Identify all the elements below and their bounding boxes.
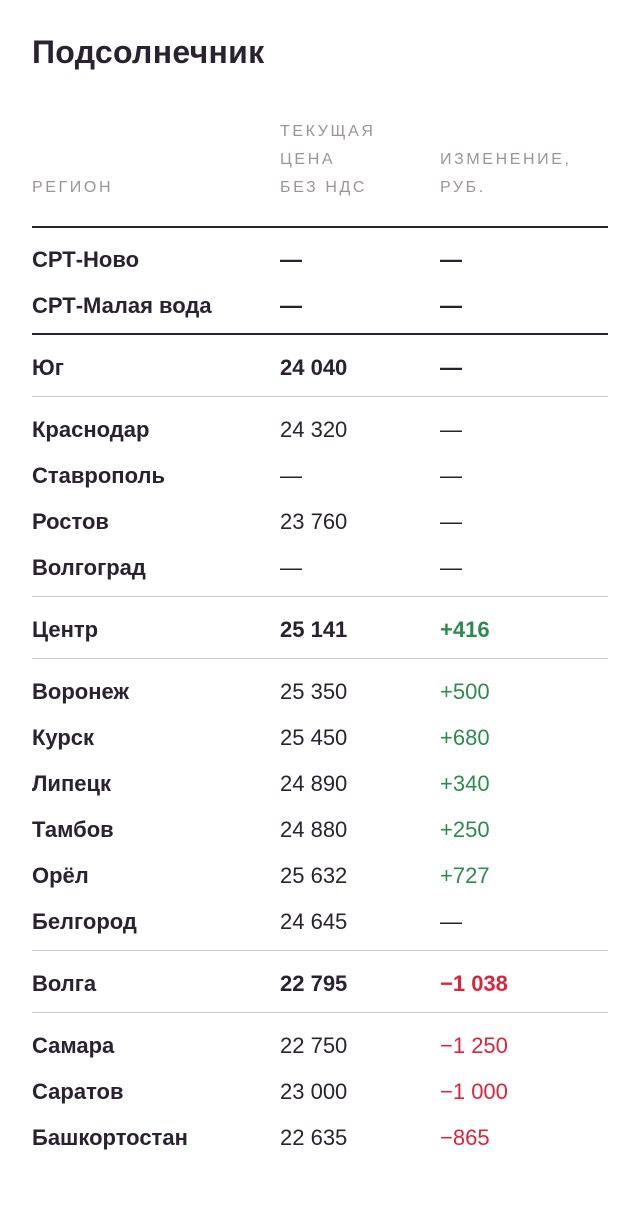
- price-cell: 24 320: [280, 417, 348, 442]
- change-cell: −865: [440, 1125, 490, 1150]
- change-cell: −1 038: [440, 971, 508, 996]
- table-row: Орёл 25 632 +727: [0, 853, 640, 899]
- table-row: Центр 25 141 +416: [0, 607, 640, 653]
- region-cell: Липецк: [32, 771, 112, 796]
- change-cell: −1 000: [440, 1079, 508, 1104]
- change-cell: +680: [440, 725, 490, 750]
- page-title: Подсолнечник: [32, 34, 265, 70]
- price-cell: 23 000: [280, 1079, 348, 1104]
- column-header-change: ИЗМЕНЕНИЕ, РУБ.: [440, 151, 572, 196]
- price-cell: 24 890: [280, 771, 348, 796]
- price-cell: 24 880: [280, 817, 348, 842]
- price-cell: 25 632: [280, 863, 348, 888]
- change-cell: +727: [440, 863, 490, 888]
- region-cell: Белгород: [32, 909, 137, 934]
- price-cell: —: [280, 293, 302, 318]
- table-row: Белгород 24 645 —: [0, 899, 640, 945]
- region-cell: Краснодар: [32, 417, 150, 442]
- region-cell: Курск: [32, 725, 95, 750]
- table-row: СРТ-Малая вода — —: [0, 283, 640, 329]
- region-cell: Орёл: [32, 863, 89, 888]
- table-row: Курск 25 450 +680: [0, 715, 640, 761]
- price-cell: 22 795: [280, 971, 348, 996]
- price-cell: —: [280, 247, 302, 272]
- price-cell: 24 040: [280, 355, 348, 380]
- table-row: Ростов 23 760 —: [0, 499, 640, 545]
- change-cell: —: [440, 509, 462, 534]
- row-divider: [32, 658, 608, 659]
- table-header: РЕГИОН ТЕКУЩАЯ ЦЕНА БЕЗ НДС ИЗМЕНЕНИЕ, Р…: [0, 120, 640, 226]
- column-header-price: ТЕКУЩАЯ ЦЕНА БЕЗ НДС: [280, 123, 376, 196]
- change-cell: +340: [440, 771, 490, 796]
- change-cell: +250: [440, 817, 490, 842]
- table-row: Самара 22 750 −1 250: [0, 1023, 640, 1069]
- region-cell: Ставрополь: [32, 463, 165, 488]
- region-cell: Тамбов: [32, 817, 114, 842]
- table-row: Воронеж 25 350 +500: [0, 669, 640, 715]
- column-header-region: РЕГИОН: [32, 179, 114, 196]
- row-divider: [32, 396, 608, 397]
- row-divider: [32, 596, 608, 597]
- price-cell: 22 635: [280, 1125, 348, 1150]
- change-cell: —: [440, 355, 462, 380]
- change-cell: +500: [440, 679, 490, 704]
- table-row: Юг 24 040 —: [0, 345, 640, 391]
- price-cell: 25 350: [280, 679, 348, 704]
- table-row: Тамбов 24 880 +250: [0, 807, 640, 853]
- change-cell: —: [440, 555, 462, 580]
- table-row: Башкортостан 22 635 −865: [0, 1115, 640, 1161]
- table-row: Липецк 24 890 +340: [0, 761, 640, 807]
- price-cell: —: [280, 555, 302, 580]
- table-row: СРТ-Ново — —: [0, 237, 640, 283]
- price-cell: 25 450: [280, 725, 348, 750]
- region-cell: Самара: [32, 1033, 115, 1058]
- region-cell: Волга: [32, 971, 97, 996]
- region-cell: Юг: [32, 355, 64, 380]
- change-cell: —: [440, 293, 462, 318]
- price-cell: 22 750: [280, 1033, 348, 1058]
- change-cell: —: [440, 417, 462, 442]
- table-row: Волгоград — —: [0, 545, 640, 591]
- change-cell: −1 250: [440, 1033, 508, 1058]
- price-cell: 23 760: [280, 509, 348, 534]
- price-cell: —: [280, 463, 302, 488]
- price-cell: 25 141: [280, 617, 348, 642]
- change-cell: —: [440, 463, 462, 488]
- table-row: Волга 22 795 −1 038: [0, 961, 640, 1007]
- region-cell: Саратов: [32, 1079, 124, 1104]
- change-cell: —: [440, 909, 462, 934]
- region-cell: СРТ-Ново: [32, 247, 140, 272]
- region-cell: СРТ-Малая вода: [32, 293, 212, 318]
- region-cell: Воронеж: [32, 679, 130, 704]
- table-row: Саратов 23 000 −1 000: [0, 1069, 640, 1115]
- region-cell: Волгоград: [32, 555, 146, 580]
- region-cell: Ростов: [32, 509, 109, 534]
- header-divider: [32, 226, 608, 228]
- section-divider: [32, 333, 608, 335]
- row-divider: [32, 1012, 608, 1013]
- change-cell: —: [440, 247, 462, 272]
- region-cell: Центр: [32, 617, 99, 642]
- table-row: Ставрополь — —: [0, 453, 640, 499]
- row-divider: [32, 950, 608, 951]
- region-cell: Башкортостан: [32, 1125, 188, 1150]
- price-cell: 24 645: [280, 909, 348, 934]
- table-row: Краснодар 24 320 —: [0, 407, 640, 453]
- change-cell: +416: [440, 617, 490, 642]
